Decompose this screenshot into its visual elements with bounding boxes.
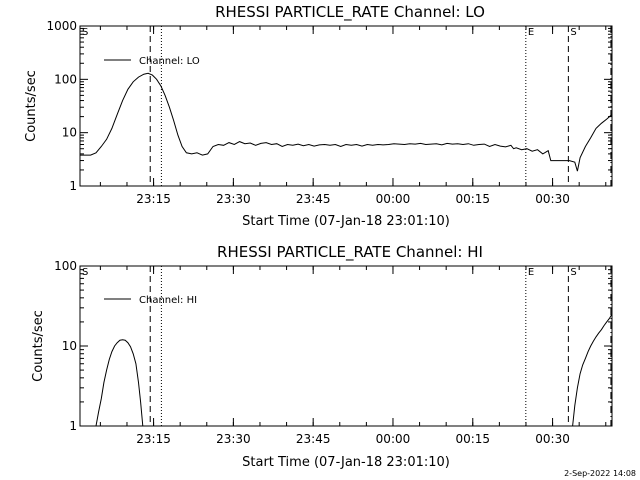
marker-annotation: S (82, 267, 88, 278)
marker-annotation: S (82, 27, 88, 38)
marker-annotation: E (528, 267, 534, 278)
legend: Channel: HI (104, 295, 197, 306)
axis-ticks: 1 10 100 1000 23:15 23:30 23:45 00:00 00:15 00:30 (46, 19, 612, 206)
series-group (95, 313, 612, 426)
series-line (80, 72, 612, 172)
y-tick-label: 1 (69, 179, 77, 193)
marker-annotation: S (570, 27, 576, 38)
x-tick-label: 00:00 (376, 192, 411, 206)
x-tick-label: 23:45 (296, 432, 331, 446)
x-tick-label: 23:15 (136, 432, 171, 446)
y-axis-label: Counts/sec (31, 310, 46, 382)
time-markers (149, 26, 612, 186)
footer-timestamp: 2-Sep-2022 14:08 (564, 469, 636, 478)
marker-annotation: E (528, 27, 534, 38)
x-tick-label: 23:30 (216, 192, 251, 206)
legend-label: Channel: HI (139, 295, 197, 306)
marker-annotation: S (570, 267, 576, 278)
y-axis-label: Counts/sec (24, 70, 39, 142)
panel-hi: RHESSI PARTICLE_RATE Channel: HI Counts/… (31, 243, 613, 470)
y-tick-label: 10 (62, 126, 77, 140)
y-tick-label: 1 (69, 419, 77, 433)
x-axis-label: Start Time (07-Jan-18 23:01:10) (242, 455, 450, 470)
plot-frame (79, 265, 613, 427)
plot-frame (79, 25, 613, 187)
x-tick-label: 00:15 (455, 432, 490, 446)
y-tick-label: 10 (62, 339, 77, 353)
series-group (80, 72, 612, 172)
x-tick-label: 00:30 (535, 432, 570, 446)
x-tick-label: 00:00 (376, 432, 411, 446)
x-tick-label: 23:45 (296, 192, 331, 206)
chart-title: RHESSI PARTICLE_RATE Channel: LO (215, 3, 485, 22)
y-tick-label: 1000 (46, 19, 77, 33)
legend-label: Channel: LO (139, 56, 200, 67)
chart-title: RHESSI PARTICLE_RATE Channel: HI (217, 243, 483, 262)
x-tick-label: 23:30 (216, 432, 251, 446)
x-tick-label: 00:15 (455, 192, 490, 206)
panel-lo: RHESSI PARTICLE_RATE Channel: LO Counts/… (24, 3, 613, 229)
axis-ticks: 1 10 100 23:15 23:30 23:45 00:00 00:15 00:30 (54, 259, 612, 446)
series-line (572, 313, 612, 426)
time-markers (149, 266, 612, 426)
legend: Channel: LO (104, 56, 200, 67)
x-tick-label: 23:15 (136, 192, 171, 206)
y-tick-label: 100 (54, 72, 77, 86)
series-line (95, 339, 144, 426)
y-tick-label: 100 (54, 259, 77, 273)
x-axis-label: Start Time (07-Jan-18 23:01:10) (242, 214, 450, 229)
x-tick-label: 00:30 (535, 192, 570, 206)
